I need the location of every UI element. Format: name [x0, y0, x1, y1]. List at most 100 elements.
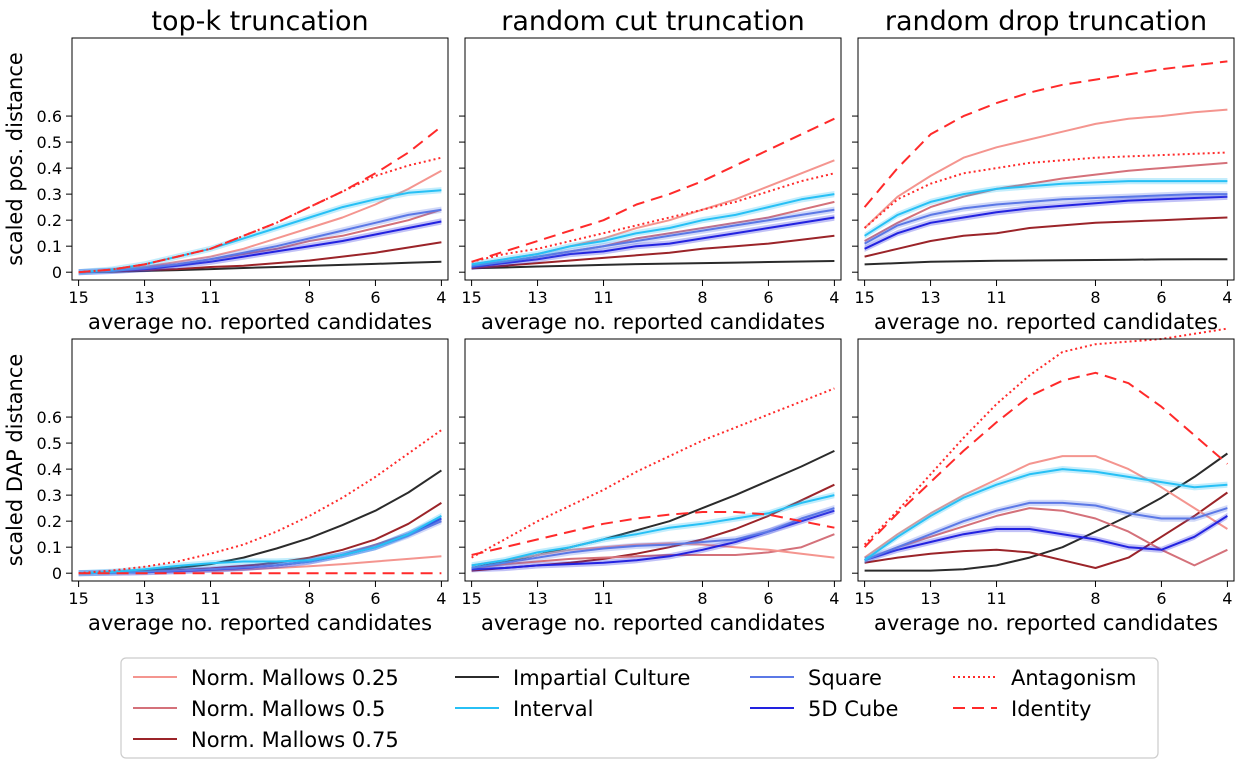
- series-line-sq: [78, 208, 442, 274]
- x-tick-label: 11: [986, 589, 1006, 608]
- series-line-cube: [864, 195, 1228, 250]
- x-tick-label: 6: [1156, 589, 1166, 608]
- x-tick-label: 4: [436, 288, 446, 307]
- series-line-m025: [471, 542, 835, 567]
- x-tick-label: 11: [200, 288, 220, 307]
- x-tick-label: 11: [986, 288, 1006, 307]
- legend-item-m05: Norm. Mallows 0.5: [133, 697, 385, 721]
- plot-frame: [857, 37, 1235, 281]
- legend-item-id: Identity: [953, 697, 1091, 721]
- x-tick-label: 13: [920, 288, 940, 307]
- legend-item-ic: Impartial Culture: [455, 666, 690, 690]
- confidence-band-int: [864, 466, 1228, 564]
- x-tick-label: 4: [1222, 589, 1232, 608]
- y-tick-label: 0: [52, 263, 62, 282]
- legend: Norm. Mallows 0.25 Norm. Mallows 0.5 Norm.…: [120, 657, 1159, 759]
- series-line-cube: [864, 515, 1228, 562]
- x-tick-label: 15: [854, 288, 874, 307]
- panel-title: random drop truncation: [885, 6, 1207, 37]
- confidence-band-cube: [471, 507, 835, 573]
- x-tick-label: 6: [370, 589, 380, 608]
- panel-title: top-k truncation: [151, 6, 368, 37]
- y-tick-label: 0.1: [37, 237, 62, 256]
- y-tick-label: 0.2: [37, 211, 62, 230]
- series-line-m075: [864, 216, 1228, 258]
- y-tick-label: 0: [52, 564, 62, 583]
- x-axis-label: average no. reported candidates: [481, 310, 825, 334]
- series-line-m025: [864, 455, 1228, 559]
- x-tick-label: 4: [436, 589, 446, 608]
- x-tick-label: 15: [68, 589, 88, 608]
- x-tick-label: 15: [68, 288, 88, 307]
- confidence-band-cube: [864, 512, 1228, 564]
- x-tick-label: 8: [304, 288, 314, 307]
- plot-frame: [464, 338, 842, 582]
- legend-item-sq: Square: [750, 666, 882, 690]
- series-line-int: [471, 193, 835, 266]
- legend-label: Antagonism: [1011, 666, 1137, 690]
- y-tick-label: 0.5: [37, 434, 62, 453]
- series-line-m025: [471, 159, 835, 266]
- series-line-ant: [471, 387, 835, 559]
- legend-item-int: Interval: [455, 697, 593, 721]
- series-line-int: [864, 468, 1228, 562]
- panel-1: 15 13 11 8 6 4 0 0.1 0.2 0.3 0.4 0.5 0.6 average no. …: [3, 6, 449, 334]
- x-tick-label: 15: [461, 589, 481, 608]
- x-tick-label: 6: [1156, 288, 1166, 307]
- y-tick-label: 0.2: [37, 512, 62, 531]
- confidence-band-int: [864, 178, 1228, 239]
- series-line-ic: [864, 258, 1228, 266]
- y-tick-label: 0.6: [37, 107, 62, 126]
- series-line-m075: [864, 491, 1228, 569]
- plot-frame: [857, 338, 1235, 582]
- legend-label: Identity: [1011, 697, 1091, 721]
- y-tick-label: 0.3: [37, 185, 62, 204]
- x-tick-label: 15: [461, 288, 481, 307]
- series-line-m075: [471, 234, 835, 270]
- panel-title: random cut truncation: [501, 6, 804, 37]
- series-line-id: [863, 371, 1229, 548]
- confidence-band-sq: [864, 499, 1228, 564]
- y-tick-label: 0.3: [37, 486, 62, 505]
- series-line-sq: [864, 501, 1228, 562]
- legend-item-ant: Antagonism: [953, 666, 1137, 690]
- confidence-band-int: [78, 187, 442, 276]
- legend-item-m075: Norm. Mallows 0.75: [133, 728, 399, 752]
- legend-label: 5D Cube: [808, 697, 898, 721]
- series-line-int: [471, 494, 835, 567]
- confidence-band-sq: [864, 191, 1228, 247]
- y-axis-label: scaled DAP distance: [3, 354, 27, 567]
- legend-label: Norm. Mallows 0.75: [191, 728, 399, 752]
- panel-4: 15 13 11 8 6 4 0 0.1 0.2 0.3 0.4 0.5 0.6 average no. …: [3, 338, 449, 635]
- series-line-cube: [471, 216, 835, 268]
- series-line-m05: [864, 161, 1228, 242]
- series-line-sq: [471, 208, 835, 267]
- x-tick-label: 13: [134, 589, 154, 608]
- legend-label: Square: [808, 666, 882, 690]
- x-tick-label: 13: [527, 589, 547, 608]
- x-axis-label: average no. reported candidates: [874, 611, 1218, 635]
- series-line-ic: [471, 260, 835, 270]
- x-tick-label: 13: [920, 589, 940, 608]
- x-axis-label: average no. reported candidates: [481, 611, 825, 635]
- series-line-id: [863, 60, 1228, 208]
- series-line-int: [864, 180, 1228, 237]
- series-line-ant: [78, 429, 442, 575]
- x-axis-label: average no. reported candidates: [874, 310, 1218, 334]
- y-tick-label: 0.4: [37, 159, 62, 178]
- series-line-ic: [78, 469, 442, 575]
- x-tick-label: 6: [763, 589, 773, 608]
- series-line-id: [78, 125, 443, 274]
- series-line-ant: [863, 327, 1228, 546]
- series-line-sq: [864, 193, 1228, 245]
- y-tick-label: 0.6: [37, 408, 62, 427]
- series-line-m05: [864, 507, 1228, 567]
- x-tick-label: 8: [697, 589, 707, 608]
- series-line-sq: [471, 507, 835, 569]
- legend-item-m025: Norm. Mallows 0.25: [133, 666, 399, 690]
- series-line-int: [78, 515, 442, 575]
